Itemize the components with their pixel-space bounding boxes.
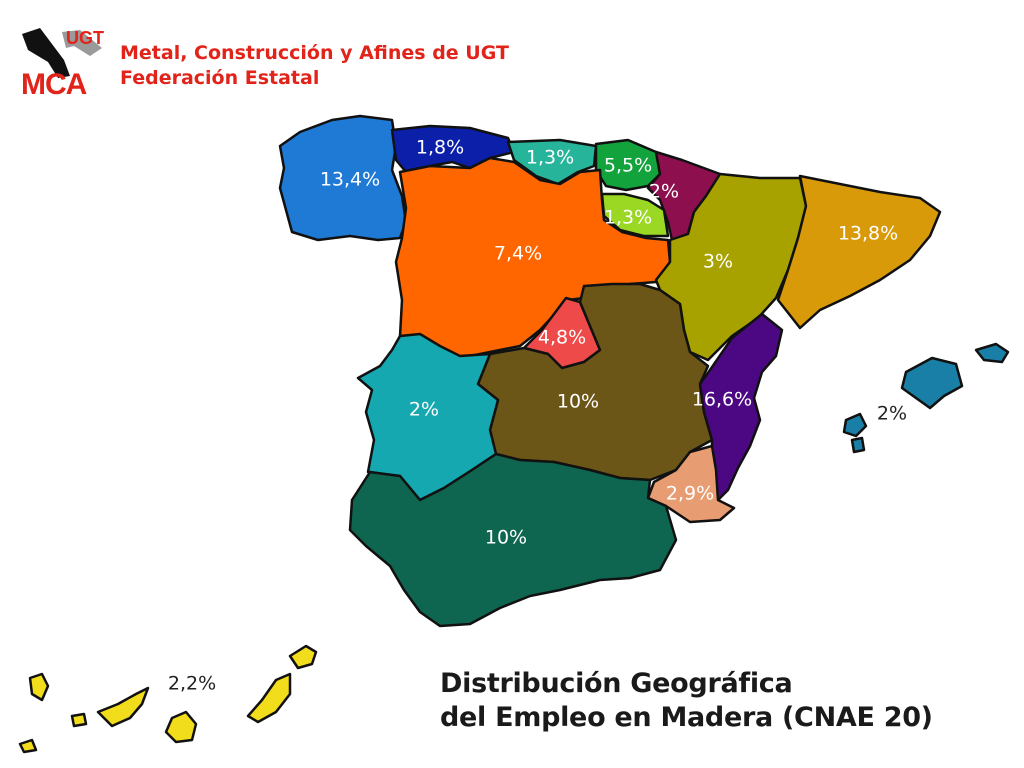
logo-gray-arm <box>62 30 102 56</box>
region-canarias-gomera <box>70 712 88 728</box>
header-organization: Metal, Construcción y Afines de UGT <box>120 42 509 64</box>
label-extremadura: 2% <box>409 399 439 421</box>
label-castilla-la-mancha: 10% <box>557 391 599 413</box>
region-cataluna <box>776 174 942 330</box>
region-baleares-ibiza <box>842 412 868 438</box>
region-baleares-menorca <box>974 342 1010 364</box>
label-navarra: 2% <box>649 181 679 203</box>
region-canarias-gran-canaria <box>164 710 198 744</box>
region-canarias-fuerteventura <box>246 672 292 724</box>
region-la-rioja <box>600 192 670 238</box>
label-la-rioja: 1,3% <box>604 207 652 229</box>
label-asturias: 1,8% <box>416 137 464 159</box>
region-canarias-tenerife <box>96 686 150 728</box>
label-andalucia: 10% <box>485 527 527 549</box>
region-baleares-formentera <box>850 436 866 454</box>
label-valencia: 16,6% <box>692 389 752 411</box>
region-valencia <box>698 312 784 502</box>
header-federation: Federación Estatal <box>120 67 320 89</box>
label-murcia: 2,9% <box>666 483 714 505</box>
label-cataluna: 13,8% <box>838 223 898 245</box>
label-aragon: 3% <box>703 251 733 273</box>
label-castilla-leon: 7,4% <box>494 243 542 265</box>
logo-text-bottom: MCA <box>21 68 87 98</box>
label-baleares: 2% <box>877 403 907 425</box>
region-canarias-la-palma <box>28 672 50 702</box>
region-murcia <box>646 444 736 524</box>
logo-text-top: UGT <box>66 28 104 48</box>
label-pais-vasco: 5,5% <box>604 155 652 177</box>
label-cantabria: 1,3% <box>526 147 574 169</box>
logo-black-arm <box>22 28 70 78</box>
label-madrid: 4,8% <box>538 327 586 349</box>
region-baleares-mallorca <box>900 356 964 410</box>
region-canarias-hierro <box>18 738 38 754</box>
label-canarias: 2,2% <box>168 673 216 695</box>
ugt-mca-logo: UGT MCA <box>21 28 104 98</box>
region-andalucia <box>348 452 678 628</box>
map-title-line-1: Distribución Geográfica <box>440 668 793 699</box>
map-title-line-2: del Empleo en Madera (CNAE 20) <box>440 702 933 733</box>
region-canarias-lanzarote <box>288 644 318 670</box>
label-galicia: 13,4% <box>320 169 380 191</box>
